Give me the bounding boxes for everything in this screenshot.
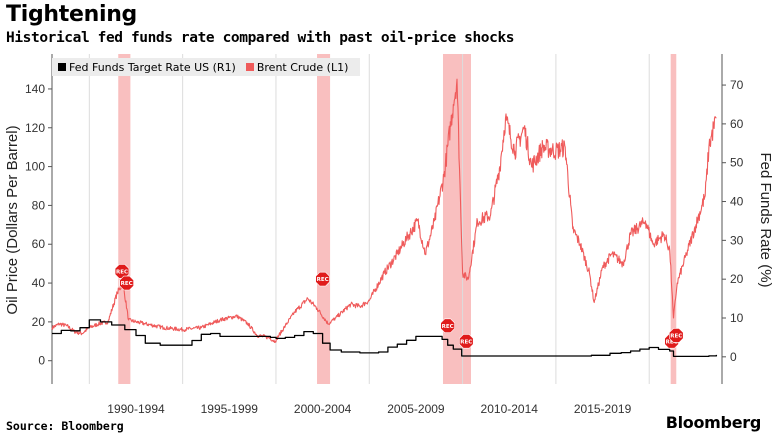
left-tick-label-7: 140 [25, 82, 45, 96]
recession-band-0 [118, 54, 131, 384]
brent-crude-line [51, 78, 717, 343]
rec-marker-label: REC [666, 339, 678, 345]
right-tick-label-2: 20 [730, 272, 744, 286]
legend-label-brent: Brent Crude (L1) [256, 60, 349, 74]
rec-marker-label: REC [442, 324, 454, 330]
rec-marker-1: REC [119, 275, 134, 291]
legend-swatch-brent [245, 63, 254, 71]
page-title: Tightening [6, 2, 138, 27]
rec-marker-2: REC [315, 271, 330, 287]
x-tick-label-3: 2005-2009 [387, 402, 445, 416]
x-tick-label-5: 2015-2019 [574, 402, 632, 416]
recession-band-1 [317, 54, 331, 384]
legend-item-fed: Fed Funds Target Rate US (R1) [58, 61, 236, 74]
rec-marker-label: REC [317, 277, 329, 283]
left-tick-label-0: 0 [38, 354, 45, 368]
left-tick-label-3: 60 [32, 237, 46, 251]
rec-marker-4: REC [459, 334, 474, 349]
legend-label-fed: Fed Funds Target Rate US (R1) [69, 60, 236, 74]
y-axis-label-left: Oil Price (Dollars Per Barrel) [4, 125, 21, 314]
right-tick-label-7: 70 [730, 78, 744, 92]
left-tick-label-2: 40 [32, 276, 46, 290]
legend: Fed Funds Target Rate US (R1) Brent Crud… [52, 58, 361, 76]
rec-marker-label: REC [670, 333, 682, 339]
rec-marker-badge [119, 275, 134, 291]
right-tick-label-0: 0 [730, 350, 737, 364]
left-tick-label-5: 100 [25, 160, 45, 174]
rec-marker-badge [459, 334, 474, 349]
right-tick-label-3: 30 [730, 233, 744, 247]
x-tick-label-2: 2000-2004 [294, 402, 352, 416]
left-tick-label-6: 120 [25, 121, 45, 135]
rec-marker-badge [315, 271, 330, 287]
rec-marker-6: REC [668, 328, 684, 343]
y-axis-label-right: Fed Funds Rate (%) [757, 152, 774, 287]
rec-marker-badge [668, 328, 684, 343]
rec-marker-label: REC [121, 281, 133, 287]
recession-band-3 [670, 54, 677, 384]
fed-funds-line [52, 319, 718, 358]
bloomberg-logo: Bloomberg [665, 413, 762, 432]
axes: 0 20 40 60 80 100 120 140 0 10 20 30 40 50 60 70 1990-19… [25, 54, 744, 416]
legend-item-brent: Brent Crude (L1) [245, 60, 349, 74]
left-tick-label-1: 20 [32, 315, 46, 329]
left-tick-label-4: 80 [32, 198, 46, 212]
page-subtitle: Historical fed funds rate compared with … [6, 30, 515, 46]
x-tick-label-1: 1995-1999 [201, 402, 259, 416]
rec-marker-label: REC [460, 339, 472, 345]
right-tick-label-1: 10 [730, 311, 744, 325]
rec-marker-3: REC [440, 318, 455, 334]
rec-marker-badge [440, 318, 455, 334]
right-tick-label-4: 40 [730, 195, 744, 209]
legend-swatch-fed [58, 63, 66, 71]
x-tick-label-0: 1990-1994 [107, 402, 165, 416]
grid [88, 54, 650, 384]
series-lines [51, 78, 718, 358]
right-tick-label-6: 60 [730, 117, 744, 131]
x-tick-label-4: 2010-2014 [481, 402, 539, 416]
rec-marker-label: REC [116, 269, 128, 275]
source-note: Source: Bloomberg [6, 419, 124, 433]
right-tick-label-5: 50 [730, 156, 744, 170]
